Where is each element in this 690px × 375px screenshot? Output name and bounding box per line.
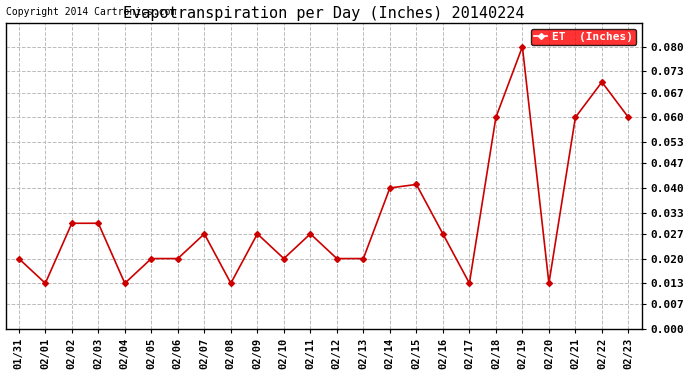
ET  (Inches) (147, 256, 155, 261)
ET  (Inches) (227, 281, 235, 285)
ET  (Inches) (253, 232, 262, 236)
ET  (Inches) (94, 221, 102, 225)
ET  (Inches) (624, 115, 633, 120)
ET  (Inches) (518, 45, 526, 49)
ET  (Inches) (68, 221, 76, 225)
ET  (Inches) (41, 281, 50, 285)
ET  (Inches) (439, 232, 447, 236)
ET  (Inches) (492, 115, 500, 120)
Title: Evapotranspiration per Day (Inches) 20140224: Evapotranspiration per Day (Inches) 2014… (123, 6, 524, 21)
ET  (Inches) (598, 80, 606, 84)
ET  (Inches) (279, 256, 288, 261)
ET  (Inches) (545, 281, 553, 285)
Line: ET  (Inches): ET (Inches) (17, 45, 631, 285)
ET  (Inches) (200, 232, 208, 236)
Text: Copyright 2014 Cartronics.com: Copyright 2014 Cartronics.com (6, 7, 176, 17)
Legend: ET  (Inches): ET (Inches) (531, 28, 636, 45)
ET  (Inches) (465, 281, 473, 285)
ET  (Inches) (333, 256, 341, 261)
ET  (Inches) (386, 186, 394, 190)
ET  (Inches) (121, 281, 129, 285)
ET  (Inches) (174, 256, 182, 261)
ET  (Inches) (306, 232, 315, 236)
ET  (Inches) (14, 256, 23, 261)
ET  (Inches) (571, 115, 580, 120)
ET  (Inches) (412, 182, 420, 187)
ET  (Inches) (359, 256, 368, 261)
